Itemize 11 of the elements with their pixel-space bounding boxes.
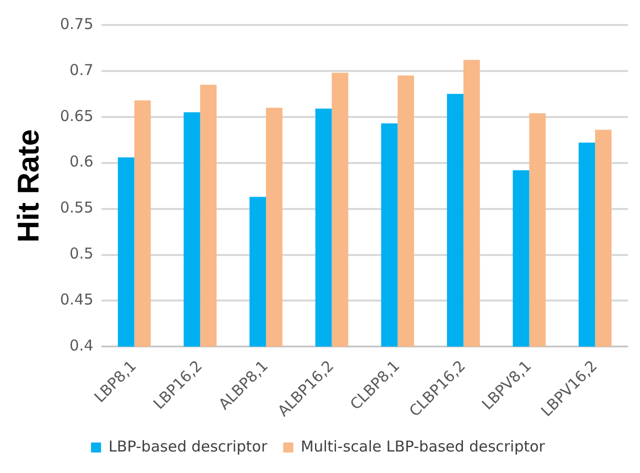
y-tick-label: 0.65 xyxy=(60,106,94,125)
y-tick-label: 0.5 xyxy=(70,244,94,263)
legend-label: LBP-based descriptor xyxy=(108,437,268,456)
y-tick-label: 0.7 xyxy=(70,60,94,79)
y-tick-label: 0.55 xyxy=(60,198,94,217)
y-tick-label: 0.75 xyxy=(60,14,94,33)
y-axis-title: Hit Rate xyxy=(12,129,46,243)
y-tick-label: 0.4 xyxy=(70,336,94,355)
y-tick-label: 0.45 xyxy=(60,290,94,309)
legend-label: Multi-scale LBP-based descriptor xyxy=(300,437,546,456)
y-tick-label: 0.6 xyxy=(70,152,94,171)
